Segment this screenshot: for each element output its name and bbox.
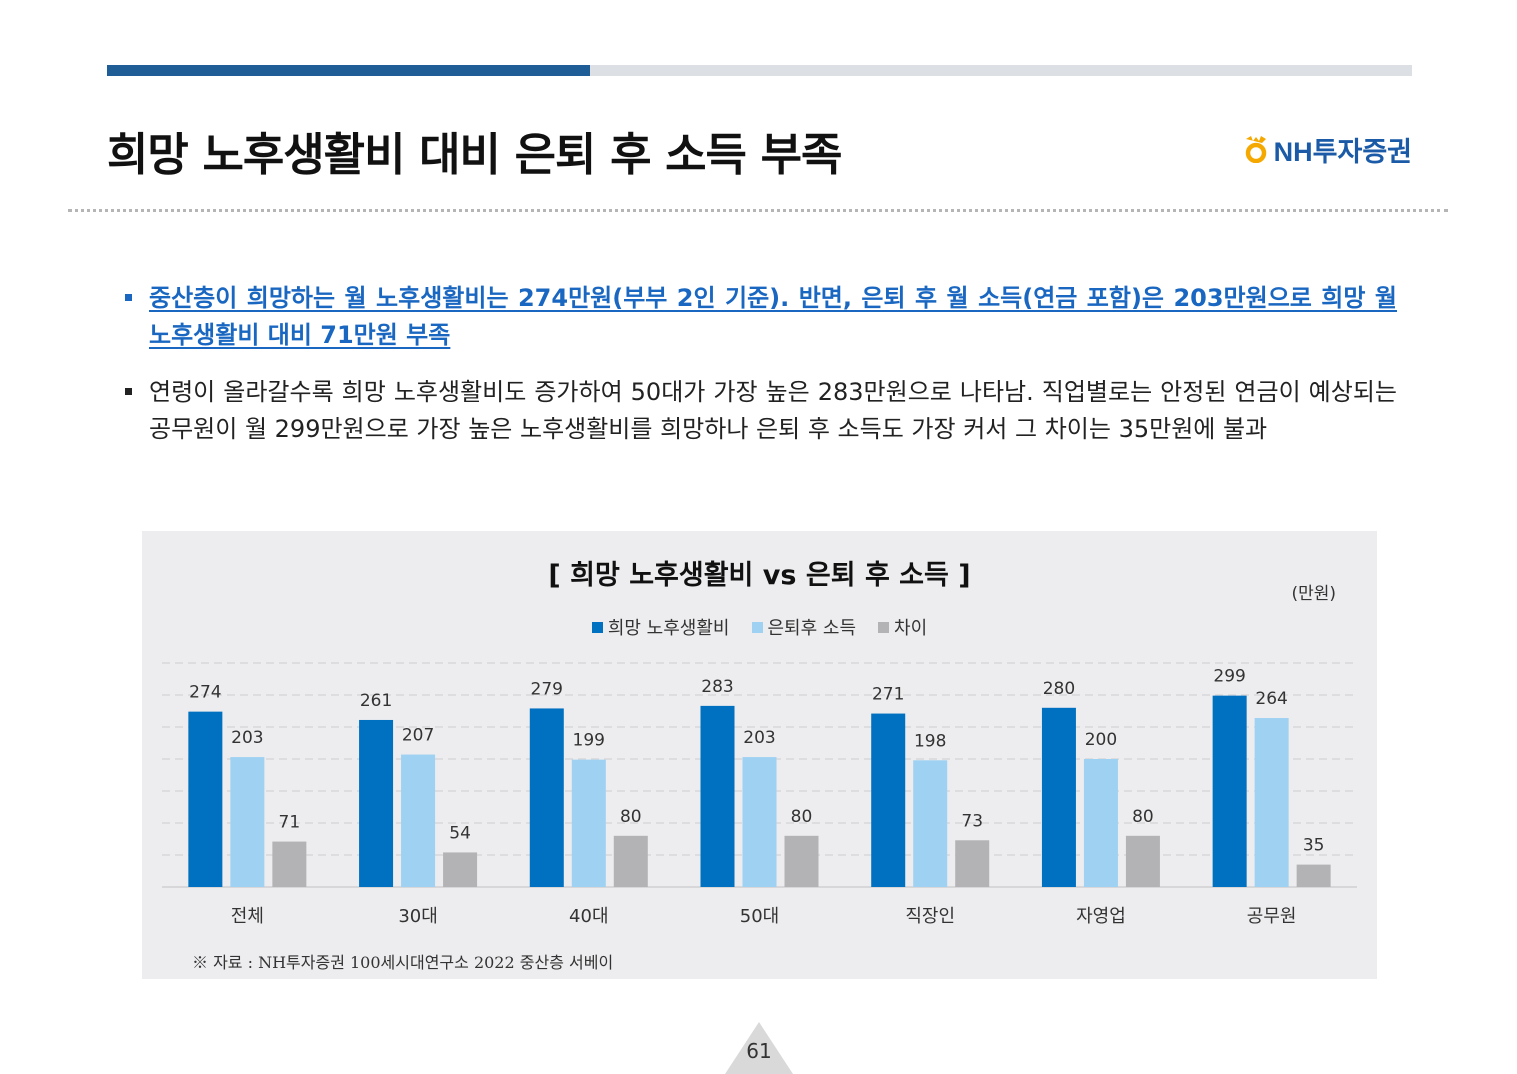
bar-value-label: 71 <box>279 813 301 833</box>
bar <box>188 711 223 887</box>
bar <box>784 835 819 887</box>
legend-label: 희망 노후생활비 <box>607 618 730 639</box>
bar-value-label: 203 <box>231 728 263 748</box>
x-tick-label: 30대 <box>398 906 437 927</box>
bar-value-label: 283 <box>701 677 733 697</box>
bar-value-label: 203 <box>743 728 775 748</box>
bullet-item-key-finding: 중산층이 희망하는 월 노후생활비는 274만원(부부 2인 기준). 반면, … <box>122 280 1397 354</box>
bullet-item-detail: 연령이 올라갈수록 희망 노후생활비도 증가하여 50대가 가장 높은 283만… <box>122 374 1397 448</box>
chart-legend: 희망 노후생활비 은퇴후 소득 차이 <box>142 614 1377 640</box>
bar-value-label: 271 <box>872 685 904 705</box>
bar <box>1296 864 1331 887</box>
bar <box>871 713 906 887</box>
x-tick-label: 직장인 <box>905 906 955 927</box>
header-accent-bar <box>107 65 1412 76</box>
bar <box>1212 695 1247 887</box>
legend-item: 차이 <box>878 614 927 640</box>
bar-value-label: 199 <box>573 731 605 751</box>
page-number-marker <box>725 1022 793 1074</box>
chart-title: [ 희망 노후생활비 vs 은퇴 후 소득 ] <box>548 560 971 591</box>
legend-swatch <box>751 621 763 633</box>
bar-value-label: 73 <box>961 811 983 831</box>
bar <box>1125 835 1160 887</box>
bar-value-label: 80 <box>1132 807 1154 827</box>
bar <box>1083 759 1118 887</box>
bar-value-label: 54 <box>449 823 471 843</box>
x-tick-label: 50대 <box>740 906 779 927</box>
bar <box>529 708 564 887</box>
bar <box>571 759 606 887</box>
x-tick-label: 전체 <box>231 906 264 927</box>
page-number: 61 <box>746 1039 772 1063</box>
legend-item: 은퇴후 소득 <box>751 614 857 640</box>
bar <box>443 852 478 887</box>
chart-unit: (만원) <box>1291 584 1336 604</box>
x-tick-label: 공무원 <box>1247 906 1297 927</box>
bar-chart: 274 203 71 전체 261 207 54 30대 279 199 80 40대 283 203 80… <box>162 662 1357 927</box>
bullet-list: 중산층이 희망하는 월 노후생활비는 274만원(부부 2인 기준). 반면, … <box>122 280 1397 448</box>
bar <box>742 757 777 887</box>
chart-source: ※ 자료 : NH투자증권 100세시대연구소 2022 중산층 서베이 <box>192 953 614 972</box>
bar <box>401 754 436 887</box>
bar <box>913 760 948 887</box>
bar <box>700 705 735 887</box>
bar-value-label: 299 <box>1213 667 1245 687</box>
bar <box>1254 718 1289 887</box>
page-title: 희망 노후생활비 대비 은퇴 후 소득 부족 <box>107 128 842 181</box>
bar-value-label: 264 <box>1255 689 1287 709</box>
bar-value-label: 35 <box>1303 836 1325 856</box>
legend-swatch <box>591 621 603 633</box>
bar-value-label: 279 <box>531 679 563 699</box>
bar-value-label: 280 <box>1043 679 1075 699</box>
company-logo: NH투자증권 <box>1244 130 1412 169</box>
legend-swatch <box>878 621 890 633</box>
header-accent-bar-fill <box>107 65 590 76</box>
bar <box>1041 707 1076 887</box>
chart-panel: [ 희망 노후생활비 vs 은퇴 후 소득 ] (만원) 희망 노후생활비 은퇴후… <box>142 531 1377 979</box>
nh-emblem-icon <box>1245 136 1266 163</box>
bar <box>272 841 307 887</box>
bar <box>613 835 648 887</box>
header-divider <box>68 209 1448 212</box>
bar <box>955 840 990 887</box>
x-tick-label: 자영업 <box>1076 906 1126 927</box>
bar-value-label: 200 <box>1085 730 1117 750</box>
bar-value-label: 198 <box>914 731 946 751</box>
legend-item: 희망 노후생활비 <box>591 614 730 640</box>
logo-text: NH투자증권 <box>1273 137 1412 167</box>
legend-label: 차이 <box>894 618 928 639</box>
bar-value-label: 207 <box>402 726 434 746</box>
bar-value-label: 80 <box>620 807 642 827</box>
bar-value-label: 274 <box>189 683 221 703</box>
x-tick-label: 40대 <box>569 906 608 927</box>
bar <box>230 757 265 887</box>
bar-value-label: 80 <box>791 807 813 827</box>
legend-label: 은퇴후 소득 <box>767 618 857 639</box>
bar <box>359 719 394 887</box>
bar-value-label: 261 <box>360 691 392 711</box>
